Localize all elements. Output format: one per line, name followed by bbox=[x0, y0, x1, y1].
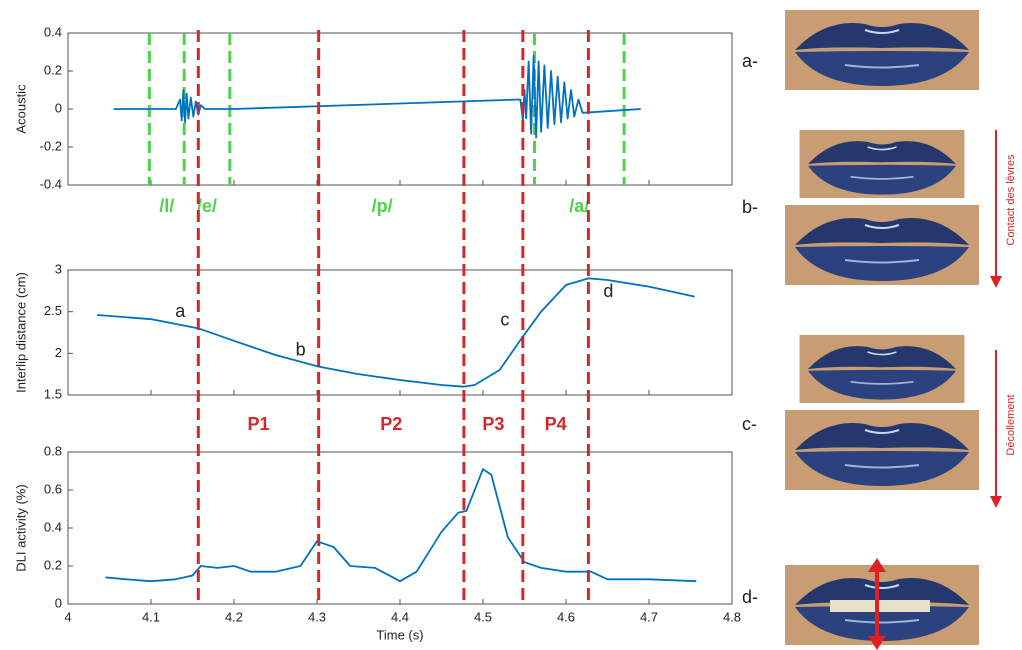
x-tick-label: 4.7 bbox=[640, 609, 658, 624]
x-tick-label: 4.2 bbox=[225, 609, 243, 624]
data-line bbox=[105, 468, 697, 583]
y-tick-label: 0.2 bbox=[44, 557, 62, 572]
x-tick-label: 4.4 bbox=[391, 609, 409, 624]
photo-label: b- bbox=[742, 197, 758, 217]
phoneme-label: /l/ bbox=[159, 196, 174, 216]
photo-label: a- bbox=[742, 51, 758, 71]
y-tick-label: 0.4 bbox=[44, 519, 62, 534]
photo-label: c- bbox=[742, 414, 757, 434]
photo bbox=[785, 8, 979, 92]
phase-label: P3 bbox=[482, 414, 504, 434]
arrow-label: Décollement bbox=[1005, 394, 1017, 455]
x-axis-label: Time (s) bbox=[376, 627, 423, 642]
photos: Contact des lèvres Décollement a- b- c- … bbox=[742, 8, 1017, 650]
y-tick-label: 2 bbox=[55, 345, 62, 360]
y-tick-label: 0.8 bbox=[44, 443, 62, 458]
phoneme-label: /e/ bbox=[197, 196, 217, 216]
y-axis-label: DLI activity (%) bbox=[13, 484, 28, 571]
point-label: a bbox=[175, 301, 186, 321]
arrow-head bbox=[990, 496, 1002, 508]
teeth bbox=[830, 600, 930, 612]
x-tick-label: 4.5 bbox=[474, 609, 492, 624]
point-label: d bbox=[603, 281, 613, 301]
phase-label: P2 bbox=[380, 414, 402, 434]
photo bbox=[798, 130, 966, 198]
y-tick-label: -0.4 bbox=[40, 176, 62, 191]
x-tick-label: 4.8 bbox=[723, 609, 741, 624]
phoneme-label: /p/ bbox=[372, 196, 393, 216]
x-tick-label: 4.3 bbox=[308, 609, 326, 624]
x-tick-label: 4.6 bbox=[557, 609, 575, 624]
photo bbox=[785, 410, 979, 490]
phoneme-label: /a/ bbox=[569, 196, 589, 216]
y-tick-label: 1.5 bbox=[44, 386, 62, 401]
y-tick-label: 0 bbox=[55, 595, 62, 610]
x-tick-label: 4.1 bbox=[142, 609, 160, 624]
y-axis-label: Interlip distance (cm) bbox=[13, 272, 28, 393]
point-label: c bbox=[500, 309, 509, 329]
point-label: b bbox=[296, 339, 306, 359]
y-axis-label: Acoustic bbox=[13, 84, 28, 134]
data-line bbox=[96, 277, 695, 388]
phase-label: P4 bbox=[545, 414, 567, 434]
photo bbox=[798, 335, 966, 403]
arrow-head bbox=[990, 276, 1002, 288]
y-tick-label: 3 bbox=[55, 261, 62, 276]
y-tick-label: -0.2 bbox=[40, 138, 62, 153]
phase-label: P1 bbox=[247, 414, 269, 434]
y-tick-label: 2.5 bbox=[44, 303, 62, 318]
y-tick-label: 0.2 bbox=[44, 62, 62, 77]
y-tick-label: 0.6 bbox=[44, 481, 62, 496]
photo-label: d- bbox=[742, 587, 758, 607]
axes-box bbox=[67, 269, 733, 396]
data-line bbox=[113, 54, 641, 139]
arrow-label: Contact des lèvres bbox=[1005, 154, 1017, 246]
photo bbox=[785, 205, 979, 285]
y-tick-label: 0.4 bbox=[44, 24, 62, 39]
y-tick-label: 0 bbox=[55, 100, 62, 115]
x-tick-label: 4 bbox=[64, 609, 71, 624]
